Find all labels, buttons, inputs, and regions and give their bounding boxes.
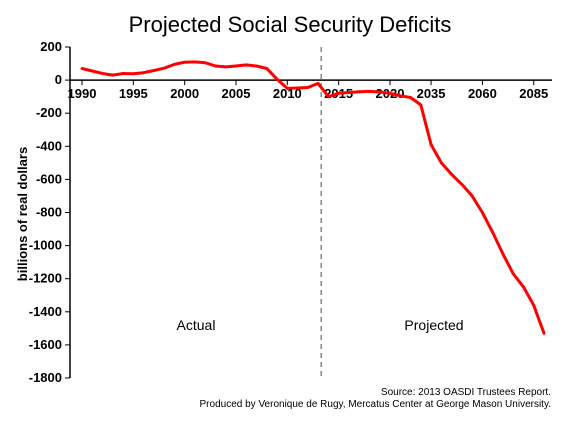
data-point <box>214 64 217 68</box>
y-tick-label: -200 <box>36 105 62 120</box>
x-tick-label: 2085 <box>519 86 548 101</box>
data-point <box>275 77 279 81</box>
y-axis-label: billions of real dollars <box>15 147 30 281</box>
x-tick-label: 1995 <box>119 86 148 101</box>
data-point <box>121 72 125 75</box>
x-tick-label: 2035 <box>417 86 446 101</box>
annotation-actual: Actual <box>177 317 216 333</box>
data-point <box>378 90 382 94</box>
y-tick-label: -400 <box>36 138 62 153</box>
data-point <box>450 173 453 176</box>
data-point <box>162 66 166 70</box>
data-point <box>368 89 371 93</box>
data-point <box>265 67 269 70</box>
data-point <box>224 65 228 69</box>
data-point <box>327 95 330 99</box>
chart-title: Projected Social Security Deficits <box>129 12 452 37</box>
data-point <box>142 71 146 75</box>
x-tick-label: 2060 <box>468 86 497 101</box>
source-line-2: Produced by Veronique de Rugy, Mercatus … <box>200 399 551 410</box>
data-point <box>203 61 207 65</box>
y-tick-label: -600 <box>36 171 62 186</box>
data-point <box>244 63 248 67</box>
data-point <box>152 69 156 72</box>
data-point <box>316 82 320 85</box>
data-point <box>111 73 115 77</box>
data-point <box>409 96 412 99</box>
data-point <box>90 69 94 73</box>
data-point <box>429 143 433 147</box>
data-point <box>460 182 464 186</box>
annotation-projected: Projected <box>404 317 463 333</box>
x-tick-label: 2010 <box>273 86 302 101</box>
data-point <box>511 272 515 276</box>
x-tick-label: 1990 <box>68 86 97 101</box>
data-point <box>101 72 104 75</box>
data-point <box>131 72 135 76</box>
deficit-series-line <box>81 60 546 334</box>
data-point <box>532 303 536 307</box>
data-point <box>470 194 474 198</box>
x-tick-label: 2005 <box>222 86 251 101</box>
y-tick-label: -1400 <box>29 304 62 319</box>
y-tick-label: 200 <box>40 39 62 54</box>
data-point <box>501 252 505 256</box>
y-tick-label: -1800 <box>29 370 62 385</box>
data-point <box>398 94 402 98</box>
data-point <box>481 211 484 214</box>
data-point <box>347 91 351 94</box>
data-point <box>439 161 443 165</box>
data-point <box>491 230 495 234</box>
y-tick-label: 0 <box>55 72 62 87</box>
data-point <box>193 60 197 64</box>
y-tick-label: -800 <box>36 205 62 220</box>
data-point <box>173 62 176 66</box>
y-tick-label: -1200 <box>29 271 62 286</box>
data-point <box>80 67 84 70</box>
data-point <box>285 86 289 90</box>
source-line-1: Source: 2013 OASDI Trustees Report. <box>381 387 551 398</box>
x-tick-label: 2000 <box>170 86 199 101</box>
data-point <box>388 91 392 95</box>
data-point <box>183 60 187 64</box>
data-point <box>337 91 341 95</box>
data-point <box>296 86 299 90</box>
data-point <box>357 90 361 94</box>
data-point <box>522 285 525 289</box>
data-point <box>542 331 546 335</box>
data-point <box>306 86 310 89</box>
y-tick-label: -1000 <box>29 238 62 253</box>
data-point <box>255 64 258 68</box>
data-point <box>419 103 423 107</box>
y-tick-label: -1600 <box>29 337 62 352</box>
data-point <box>234 64 238 68</box>
